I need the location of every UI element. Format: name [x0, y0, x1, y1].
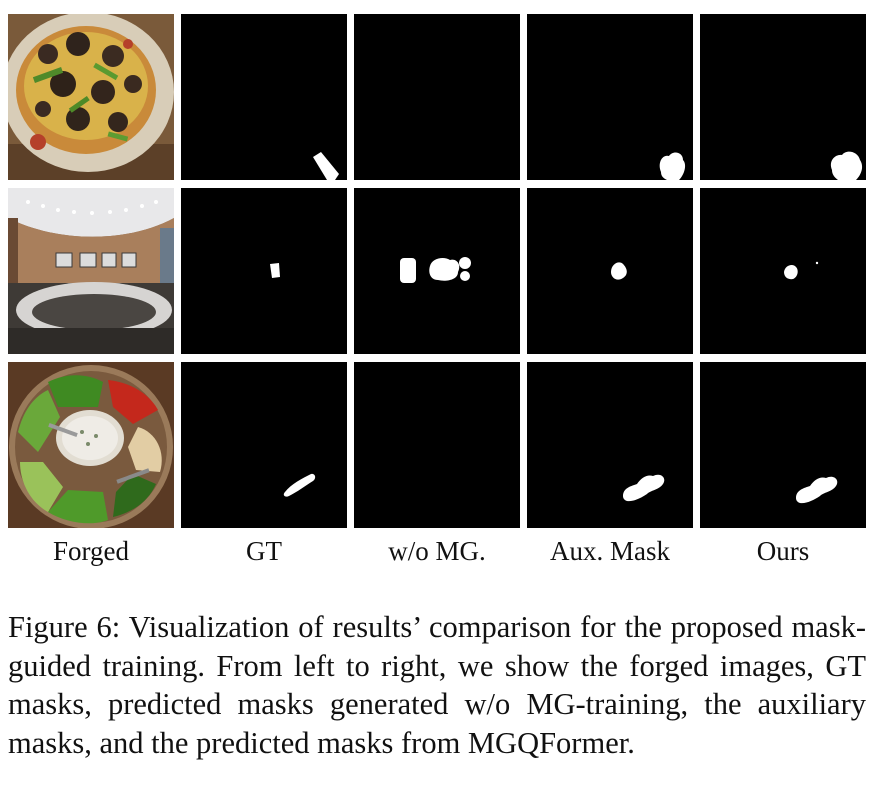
figure-grid — [8, 14, 866, 530]
ours-mask-vegetable-platter — [700, 362, 866, 528]
column-label-gt: GT — [246, 536, 282, 566]
column-label-forged: Forged — [52, 536, 129, 566]
aux-mask-conference-room — [527, 188, 693, 354]
gt-mask-vegetable-platter — [181, 362, 347, 528]
aux-mask-vegetable-platter — [527, 362, 693, 528]
wo-mg-mask-conference-room — [354, 188, 520, 354]
wo-mg-mask-vegetable-platter — [354, 362, 520, 528]
forged-image-pizza — [8, 14, 174, 180]
gt-mask-pizza — [181, 14, 347, 180]
gt-mask-conference-room — [181, 188, 347, 354]
column-label-ours: Ours — [756, 536, 810, 566]
ours-mask-pizza — [700, 14, 866, 180]
figure-caption: Figure 6: Visualization of results’ comp… — [8, 610, 866, 760]
wo-mg-mask-pizza — [354, 14, 520, 180]
forged-image-conference-room — [8, 188, 174, 354]
column-label-aux-mask: Aux. Mask — [550, 536, 670, 566]
column-label-wo-mg: w/o MG. — [388, 536, 486, 566]
forged-image-vegetable-platter — [8, 362, 174, 528]
ours-mask-conference-room — [700, 188, 866, 354]
aux-mask-pizza — [527, 14, 693, 180]
